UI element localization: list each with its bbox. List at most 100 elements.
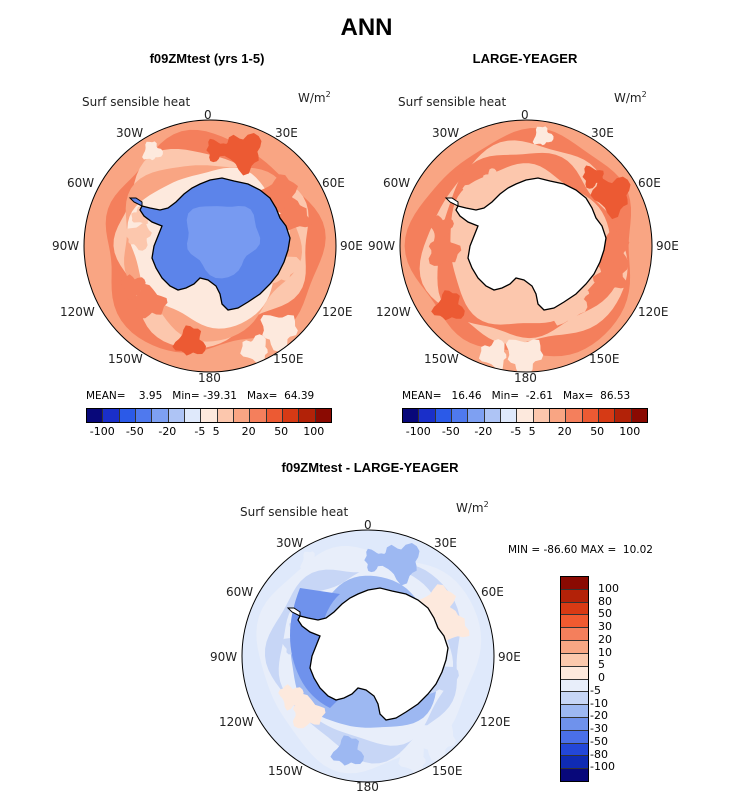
antarctic-peninsula — [286, 607, 301, 617]
colorbar-swatch — [233, 409, 251, 422]
p2-lon-0: 0 — [521, 108, 529, 122]
contour-patch — [585, 230, 630, 274]
contour-patch — [260, 314, 298, 352]
panel2-title: LARGE-YEAGER — [472, 51, 578, 66]
colorbar-tick-label: -20 — [474, 425, 493, 438]
colorbar-swatch — [533, 409, 550, 422]
contour-patch — [428, 215, 454, 242]
diff-variable-label: Surf sensible heat — [240, 505, 349, 519]
colorbar-swatch — [582, 409, 599, 422]
colorbar-swatch — [631, 409, 647, 422]
contour-patch — [134, 283, 168, 319]
colorbar-swatch — [184, 409, 202, 422]
contour-patch — [292, 693, 326, 729]
colorbar-swatch — [561, 717, 588, 731]
p1-lon-30e: 30E — [275, 126, 298, 140]
colorbar-tick-label: 5 — [598, 658, 605, 672]
colorbar-swatch — [201, 409, 218, 422]
colorbar-swatch — [517, 409, 534, 422]
p2-lon-30w: 30W — [432, 126, 460, 140]
map-boundary — [399, 119, 653, 373]
colorbar-tick-label: -30 — [590, 722, 608, 735]
colorbar-tick-label: 0 — [598, 671, 605, 684]
colorbar-swatch — [152, 409, 169, 422]
colorbar-swatch — [561, 666, 588, 680]
map-boundary — [83, 119, 337, 373]
colorbar-tick-label: -20 — [590, 709, 608, 723]
contour-patch — [418, 724, 456, 762]
diff-colorbar — [560, 576, 589, 782]
contour-patch — [240, 334, 268, 366]
panel2-colorbar-ticks: -100 -50 -20 -5 5 20 50 100 — [402, 425, 646, 439]
p3-lon-30e: 30E — [434, 536, 457, 550]
p2-lon-60w: 60W — [383, 176, 411, 190]
colorbar-tick-label: 20 — [241, 425, 256, 438]
colorbar-tick-label: -5 — [590, 683, 601, 697]
p2-lon-150w: 150W — [424, 352, 459, 366]
panel1-title: f09ZMtest (yrs 1-5) — [149, 51, 265, 66]
colorbar-tick-label: 30 — [598, 620, 612, 633]
colorbar-tick-label: 20 — [557, 425, 572, 438]
colorbar-tick-label: -100 — [590, 760, 615, 774]
map-boundary — [241, 529, 495, 783]
p2-lon-120e: 120E — [638, 305, 669, 319]
colorbar-swatch — [168, 409, 185, 422]
colorbar-swatch — [561, 730, 588, 744]
p2-lon-150e: 150E — [589, 352, 620, 366]
p2-lon-90w: 90W — [368, 239, 396, 253]
p3-lon-180: 180 — [356, 780, 379, 794]
colorbar-swatch — [135, 409, 153, 422]
p3-lon-60w: 60W — [226, 585, 254, 599]
p1-lon-150w: 150W — [108, 352, 143, 366]
colorbar-tick-label: 50 — [274, 425, 289, 438]
p1-lon-60w: 60W — [67, 176, 95, 190]
p3-lon-120e: 120E — [480, 715, 511, 729]
colorbar-swatch — [103, 409, 120, 422]
colorbar-tick-label: 50 — [590, 425, 605, 438]
panel2-colorbar — [402, 408, 648, 423]
colorbar-swatch — [403, 409, 420, 422]
contour-patch — [592, 259, 628, 293]
contour-patch — [123, 223, 152, 251]
contour-patch — [221, 133, 262, 176]
colorbar-swatch — [435, 409, 452, 422]
colorbar-swatch — [549, 409, 567, 422]
p3-lon-90e: 90E — [498, 650, 521, 664]
p1-lon-90w: 90W — [52, 239, 80, 253]
colorbar-swatch — [500, 409, 518, 422]
p3-lon-90w: 90W — [210, 650, 238, 664]
diff-panel-title: f09ZMtest - LARGE-YEAGER — [281, 460, 459, 475]
colorbar-swatch — [561, 602, 588, 616]
colorbar-swatch — [299, 409, 316, 422]
colorbar-swatch — [561, 769, 588, 781]
colorbar-swatch — [561, 653, 588, 667]
p3-lon-0: 0 — [364, 518, 372, 532]
colorbar-swatch — [119, 409, 136, 422]
contour-patch — [120, 274, 146, 301]
colorbar-swatch — [561, 705, 588, 718]
page-title: ANN — [340, 14, 393, 41]
panel1-variable-label: Surf sensible heat — [82, 95, 191, 109]
colorbar-swatch — [282, 409, 300, 422]
contour-patch — [398, 744, 426, 776]
panel2-stats: MEAN= 16.46 Min= -2.61 Max= 86.53 — [402, 390, 631, 402]
antarctic-peninsula — [128, 197, 143, 207]
colorbar-tick-label: -10 — [590, 696, 608, 710]
colorbar-swatch — [87, 409, 104, 422]
p2-lon-90e: 90E — [656, 239, 679, 253]
colorbar-tick-label: -50 — [590, 734, 608, 748]
p2-lon-180: 180 — [514, 371, 537, 385]
contour-patch — [532, 126, 554, 146]
p1-lon-90e: 90E — [340, 239, 363, 253]
p3-lon-150e: 150E — [432, 764, 463, 778]
contour-patch — [505, 339, 544, 372]
contour-patch — [206, 138, 228, 163]
contour-patch — [278, 684, 304, 711]
antarctica-outline — [297, 587, 449, 721]
contour-patch — [483, 168, 500, 187]
colorbar-tick-label: 100 — [598, 581, 619, 595]
p2-lon-120w: 120W — [376, 305, 411, 319]
p2-lon-60e: 60E — [638, 176, 661, 190]
contour-patch — [582, 165, 604, 189]
colorbar-swatch — [566, 409, 583, 422]
